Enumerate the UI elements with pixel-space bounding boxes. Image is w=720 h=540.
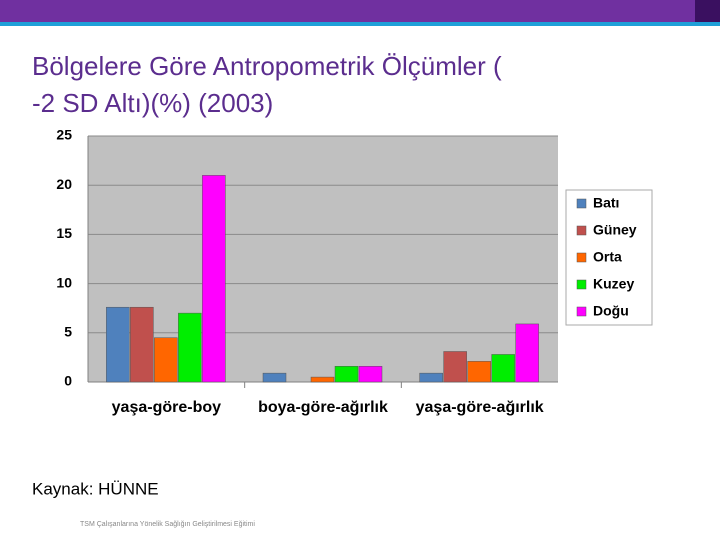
- title-line: -2 SD Altı)(%) (2003): [32, 88, 273, 118]
- bar: [467, 361, 491, 383]
- top-band: [0, 0, 720, 22]
- legend-swatch: [576, 225, 587, 236]
- legend-label: Orta: [593, 249, 622, 265]
- y-tick-label: 10: [56, 274, 72, 290]
- bar: [515, 323, 539, 383]
- bar: [106, 306, 130, 383]
- bar: [358, 366, 383, 383]
- bar: [491, 354, 515, 383]
- y-tick-label: 0: [64, 373, 72, 389]
- bar: [130, 306, 154, 383]
- x-tick-label: boya-göre-ağırlık: [258, 399, 388, 416]
- legend-swatch: [576, 279, 587, 290]
- title-line: Bölgelere Göre Antropometrik Ölçümler (: [32, 51, 502, 81]
- legend-label: Doğu: [593, 303, 629, 319]
- corner-block: [695, 0, 720, 22]
- bar: [202, 175, 226, 383]
- bar: [443, 351, 467, 383]
- legend-swatch: [576, 198, 587, 209]
- legend-label: Batı: [593, 195, 619, 211]
- y-tick-label: 15: [56, 225, 72, 241]
- footer: TSM Çalışanlarına Yönelik Sağlığın Geliş…: [80, 521, 255, 528]
- y-tick-label: 5: [64, 324, 72, 340]
- bar: [334, 366, 359, 383]
- legend-swatch: [576, 252, 587, 263]
- x-tick-label: yaşa-göre-ağırlık: [416, 399, 544, 416]
- top-stripe: [0, 22, 720, 26]
- y-tick-label: 25: [56, 127, 72, 143]
- y-tick-label: 20: [56, 176, 72, 192]
- bar: [262, 372, 287, 383]
- bar: [419, 372, 443, 383]
- bar: [178, 312, 202, 383]
- x-tick-label: yaşa-göre-boy: [112, 399, 221, 416]
- legend-swatch: [576, 306, 587, 317]
- bar: [154, 337, 178, 383]
- bar: [310, 376, 335, 383]
- source: Kaynak: HÜNNE: [32, 479, 159, 498]
- legend-label: Güney: [593, 222, 637, 238]
- legend-label: Kuzey: [593, 276, 634, 292]
